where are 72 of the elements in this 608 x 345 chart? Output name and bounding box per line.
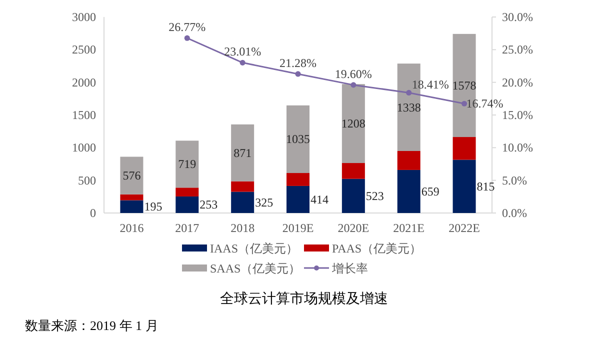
y2-tick-label: 25.0% [502, 42, 533, 57]
point [461, 100, 468, 106]
bar [342, 84, 365, 164]
bar [397, 170, 420, 213]
data-label: 253 [200, 198, 218, 212]
legend-label: SAAS（亿美元） [210, 262, 301, 276]
bar [120, 156, 144, 194]
data-label: 719 [178, 157, 196, 172]
y2-tick-label: 0.0% [502, 206, 527, 220]
point [295, 71, 301, 77]
legend-label: 增长率 [331, 262, 368, 276]
bar [231, 124, 254, 182]
data-label: 1338 [396, 100, 421, 114]
data-label: 1208 [341, 116, 366, 131]
y-tick-label: 500 [78, 173, 96, 188]
bar [452, 160, 476, 213]
bar [120, 200, 144, 213]
y2-tick-label: 20.0% [502, 75, 533, 90]
x-tick-label: 2021E [393, 221, 425, 235]
data-label: 1578 [452, 78, 476, 92]
y-tick-label: 1500 [72, 108, 96, 122]
point [240, 60, 246, 66]
data-label: 26.77% [168, 20, 206, 34]
bar [176, 196, 199, 213]
text: 全球云计算市场规模及增速 [220, 291, 388, 307]
point [406, 90, 412, 96]
x-tick-label: 2018 [230, 221, 255, 235]
y-tick-label: 2000 [72, 75, 96, 90]
data-label: 23.01% [224, 44, 262, 59]
data-label: 195 [144, 200, 162, 214]
data-label: 16.74% [466, 96, 504, 111]
bar [231, 192, 254, 213]
data-label: 815 [476, 179, 495, 194]
point [350, 82, 356, 88]
x-tick-label: 2020E [338, 221, 370, 235]
legend-label: PAAS（亿美元） [332, 242, 422, 256]
bar [120, 194, 144, 200]
x-tick-label: 2016 [120, 221, 144, 235]
data-label: 523 [366, 188, 384, 203]
data-label: 19.60% [334, 66, 372, 81]
x-tick-label: 2017 [175, 221, 200, 235]
bar [397, 151, 420, 170]
x-tick-label: 2022E [448, 221, 480, 235]
data-label: 414 [310, 192, 328, 206]
y-tick-label: 0 [90, 206, 96, 220]
bar [176, 140, 199, 188]
bar [342, 178, 365, 213]
x-tick-label: 2019E [282, 221, 314, 235]
y-tick-label: 1000 [72, 140, 96, 155]
data-label: 325 [255, 195, 274, 210]
point [184, 35, 190, 41]
data-label: 576 [122, 168, 141, 183]
bar [342, 163, 365, 179]
data-label: 659 [421, 184, 440, 198]
y2-tick-label: 15.0% [502, 108, 533, 122]
data-label: 1035 [286, 132, 310, 146]
y2-tick-label: 5.0% [502, 173, 527, 188]
bar [231, 181, 254, 192]
y-tick-label: 2500 [72, 42, 96, 57]
text: 数量来源：2019 年 1 月 [25, 318, 158, 333]
bar [286, 105, 310, 174]
bar [452, 137, 476, 160]
bar [286, 186, 310, 213]
data-label: 21.28% [280, 56, 316, 70]
bar [286, 173, 310, 186]
data-label: 18.41% [412, 78, 449, 92]
y2-tick-label: 10.0% [502, 140, 533, 155]
y2-tick-label: 30.0% [502, 10, 533, 24]
bar [176, 188, 199, 196]
legend-label: IAAS（亿美元） [210, 242, 298, 256]
y-tick-label: 3000 [72, 10, 96, 24]
data-label: 871 [234, 146, 252, 160]
